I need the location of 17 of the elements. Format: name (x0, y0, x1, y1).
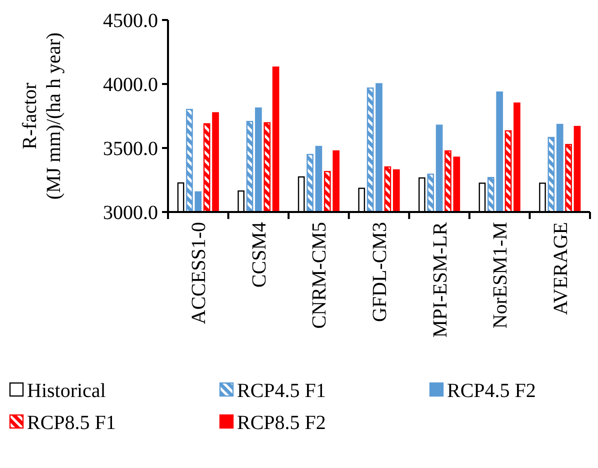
x-tick-label: NorESM1-M (490, 222, 512, 329)
x-tick-label: ACCESS1-0 (188, 222, 210, 324)
y-axis-title: R-factor (MJ mm)/(ha h year) (19, 32, 65, 200)
x-tick-label: CCSM4 (248, 222, 270, 288)
legend-label: RCP8.5 F1 (27, 412, 116, 434)
x-tick-label: GFDL-CM3 (369, 222, 391, 322)
x-tick-label: CNRM-CM5 (308, 222, 331, 329)
legend-label: RCP8.5 F2 (237, 412, 326, 434)
y-tick-label: 4500.0 (103, 10, 158, 32)
x-tick-label: AVERAGE (550, 222, 572, 315)
y-tick-label: 3000.0 (103, 202, 158, 224)
legend-label: Historical (27, 380, 106, 402)
x-tick-label: MPI-ESM-LR (429, 221, 452, 338)
y-tick-label: 4000.0 (103, 74, 158, 96)
legend-label: RCP4.5 F1 (237, 380, 326, 402)
y-tick-label: 3500.0 (103, 138, 158, 160)
legend-label: RCP4.5 F2 (447, 380, 536, 402)
